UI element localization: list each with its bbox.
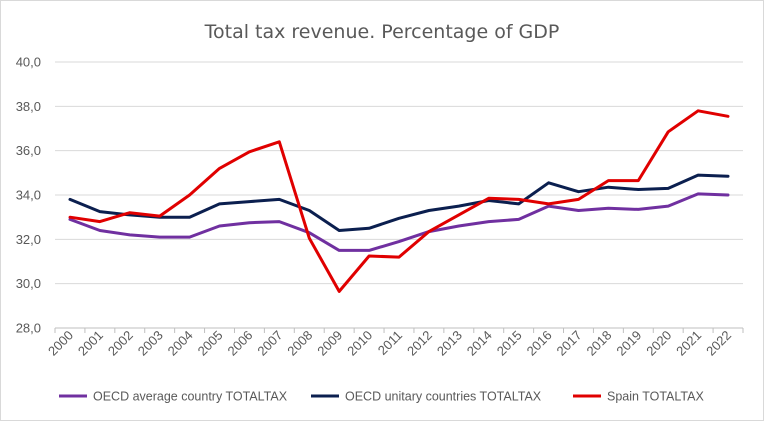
x-tick-label: 2010 bbox=[344, 328, 375, 359]
x-tick-label: 2006 bbox=[224, 328, 255, 359]
x-tick-label: 2008 bbox=[284, 328, 315, 359]
series-line-1 bbox=[68, 192, 730, 252]
x-tick-label: 2002 bbox=[105, 328, 136, 359]
legend-label: OECD average country TOTALTAX bbox=[93, 390, 288, 404]
y-axis-ticks: 28,0 30,0 32,0 34,0 36,0 38,0 40,0 bbox=[16, 55, 41, 336]
legend-label: Spain TOTALTAX bbox=[607, 390, 704, 404]
legend: OECD average country TOTALTAX OECD unitar… bbox=[59, 390, 704, 404]
y-tick-label: 30,0 bbox=[16, 276, 41, 291]
x-tick-label: 2016 bbox=[524, 328, 555, 359]
x-tick-label: 2012 bbox=[404, 328, 435, 359]
x-axis-ticks: 2000200120022003200420052006200720082009… bbox=[45, 328, 744, 359]
x-tick-label: 2003 bbox=[135, 328, 166, 359]
x-tick-label: 2021 bbox=[673, 328, 704, 359]
x-tick-label: 2015 bbox=[494, 328, 525, 359]
legend-label: OECD unitary countries TOTALTAX bbox=[345, 390, 542, 404]
series-lines bbox=[68, 109, 730, 293]
x-tick-label: 2014 bbox=[464, 328, 495, 359]
x-tick-label: 2011 bbox=[375, 328, 405, 358]
y-tick-label: 32,0 bbox=[16, 232, 41, 247]
series-line-2 bbox=[68, 173, 730, 232]
x-tick-label: 2018 bbox=[583, 328, 614, 359]
series-line-3 bbox=[68, 109, 730, 293]
y-tick-label: 38,0 bbox=[16, 99, 41, 114]
x-tick-label: 2001 bbox=[75, 328, 106, 359]
x-tick-label: 2009 bbox=[314, 328, 345, 359]
x-tick-label: 2020 bbox=[643, 328, 674, 359]
x-tick-label: 2000 bbox=[45, 328, 76, 359]
x-tick-label: 2007 bbox=[254, 328, 285, 359]
x-tick-label: 2022 bbox=[703, 328, 734, 359]
y-tick-label: 28,0 bbox=[16, 321, 41, 336]
y-tick-label: 40,0 bbox=[16, 55, 41, 70]
y-tick-label: 34,0 bbox=[16, 188, 41, 203]
y-tick-label: 36,0 bbox=[16, 143, 41, 158]
x-tick-label: 2004 bbox=[165, 328, 196, 359]
x-tick-label: 2019 bbox=[613, 328, 644, 359]
x-tick-label: 2017 bbox=[554, 328, 585, 359]
x-tick-label: 2005 bbox=[195, 328, 226, 359]
chart-title: Total tax revenue. Percentage of GDP bbox=[204, 21, 560, 43]
x-tick-label: 2013 bbox=[434, 328, 465, 359]
grid-lines bbox=[55, 61, 743, 329]
